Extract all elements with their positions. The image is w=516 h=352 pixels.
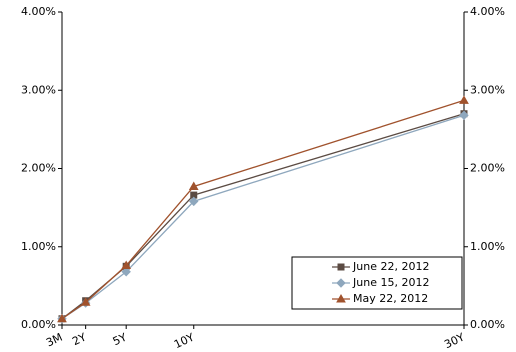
legend-label: June 15, 2012	[352, 276, 429, 289]
y2-tick-label: 4.00%	[470, 5, 505, 18]
x-tick-label: 3M	[44, 331, 64, 350]
legend-marker	[336, 293, 346, 303]
legend-label: May 22, 2012	[353, 292, 428, 305]
y-tick-label: 2.00%	[21, 162, 56, 175]
y2-tick-label: 0.00%	[470, 318, 505, 331]
data-point	[80, 297, 91, 306]
y-tick-label: 4.00%	[21, 5, 56, 18]
y-tick-label: 1.00%	[21, 240, 56, 253]
x-tick-label: 5Y	[111, 331, 129, 349]
y2-tick-label: 1.00%	[470, 240, 505, 253]
data-point	[121, 260, 132, 270]
legend-label: June 22, 2012	[352, 260, 429, 273]
y2-tick-label: 3.00%	[470, 83, 505, 96]
data-point	[459, 110, 469, 120]
legend-marker	[336, 278, 346, 288]
data-point	[189, 196, 199, 207]
y-tick-label: 0.00%	[21, 318, 56, 331]
data-point	[121, 267, 131, 277]
y2-tick-label: 2.00%	[470, 162, 505, 175]
x-tick-label: 2Y	[70, 331, 88, 349]
y-tick-label: 3.00%	[21, 83, 56, 96]
data-point	[57, 313, 67, 323]
legend-marker	[337, 263, 345, 271]
legend-box	[291, 256, 463, 310]
data-point	[188, 181, 199, 190]
data-point	[459, 95, 469, 104]
